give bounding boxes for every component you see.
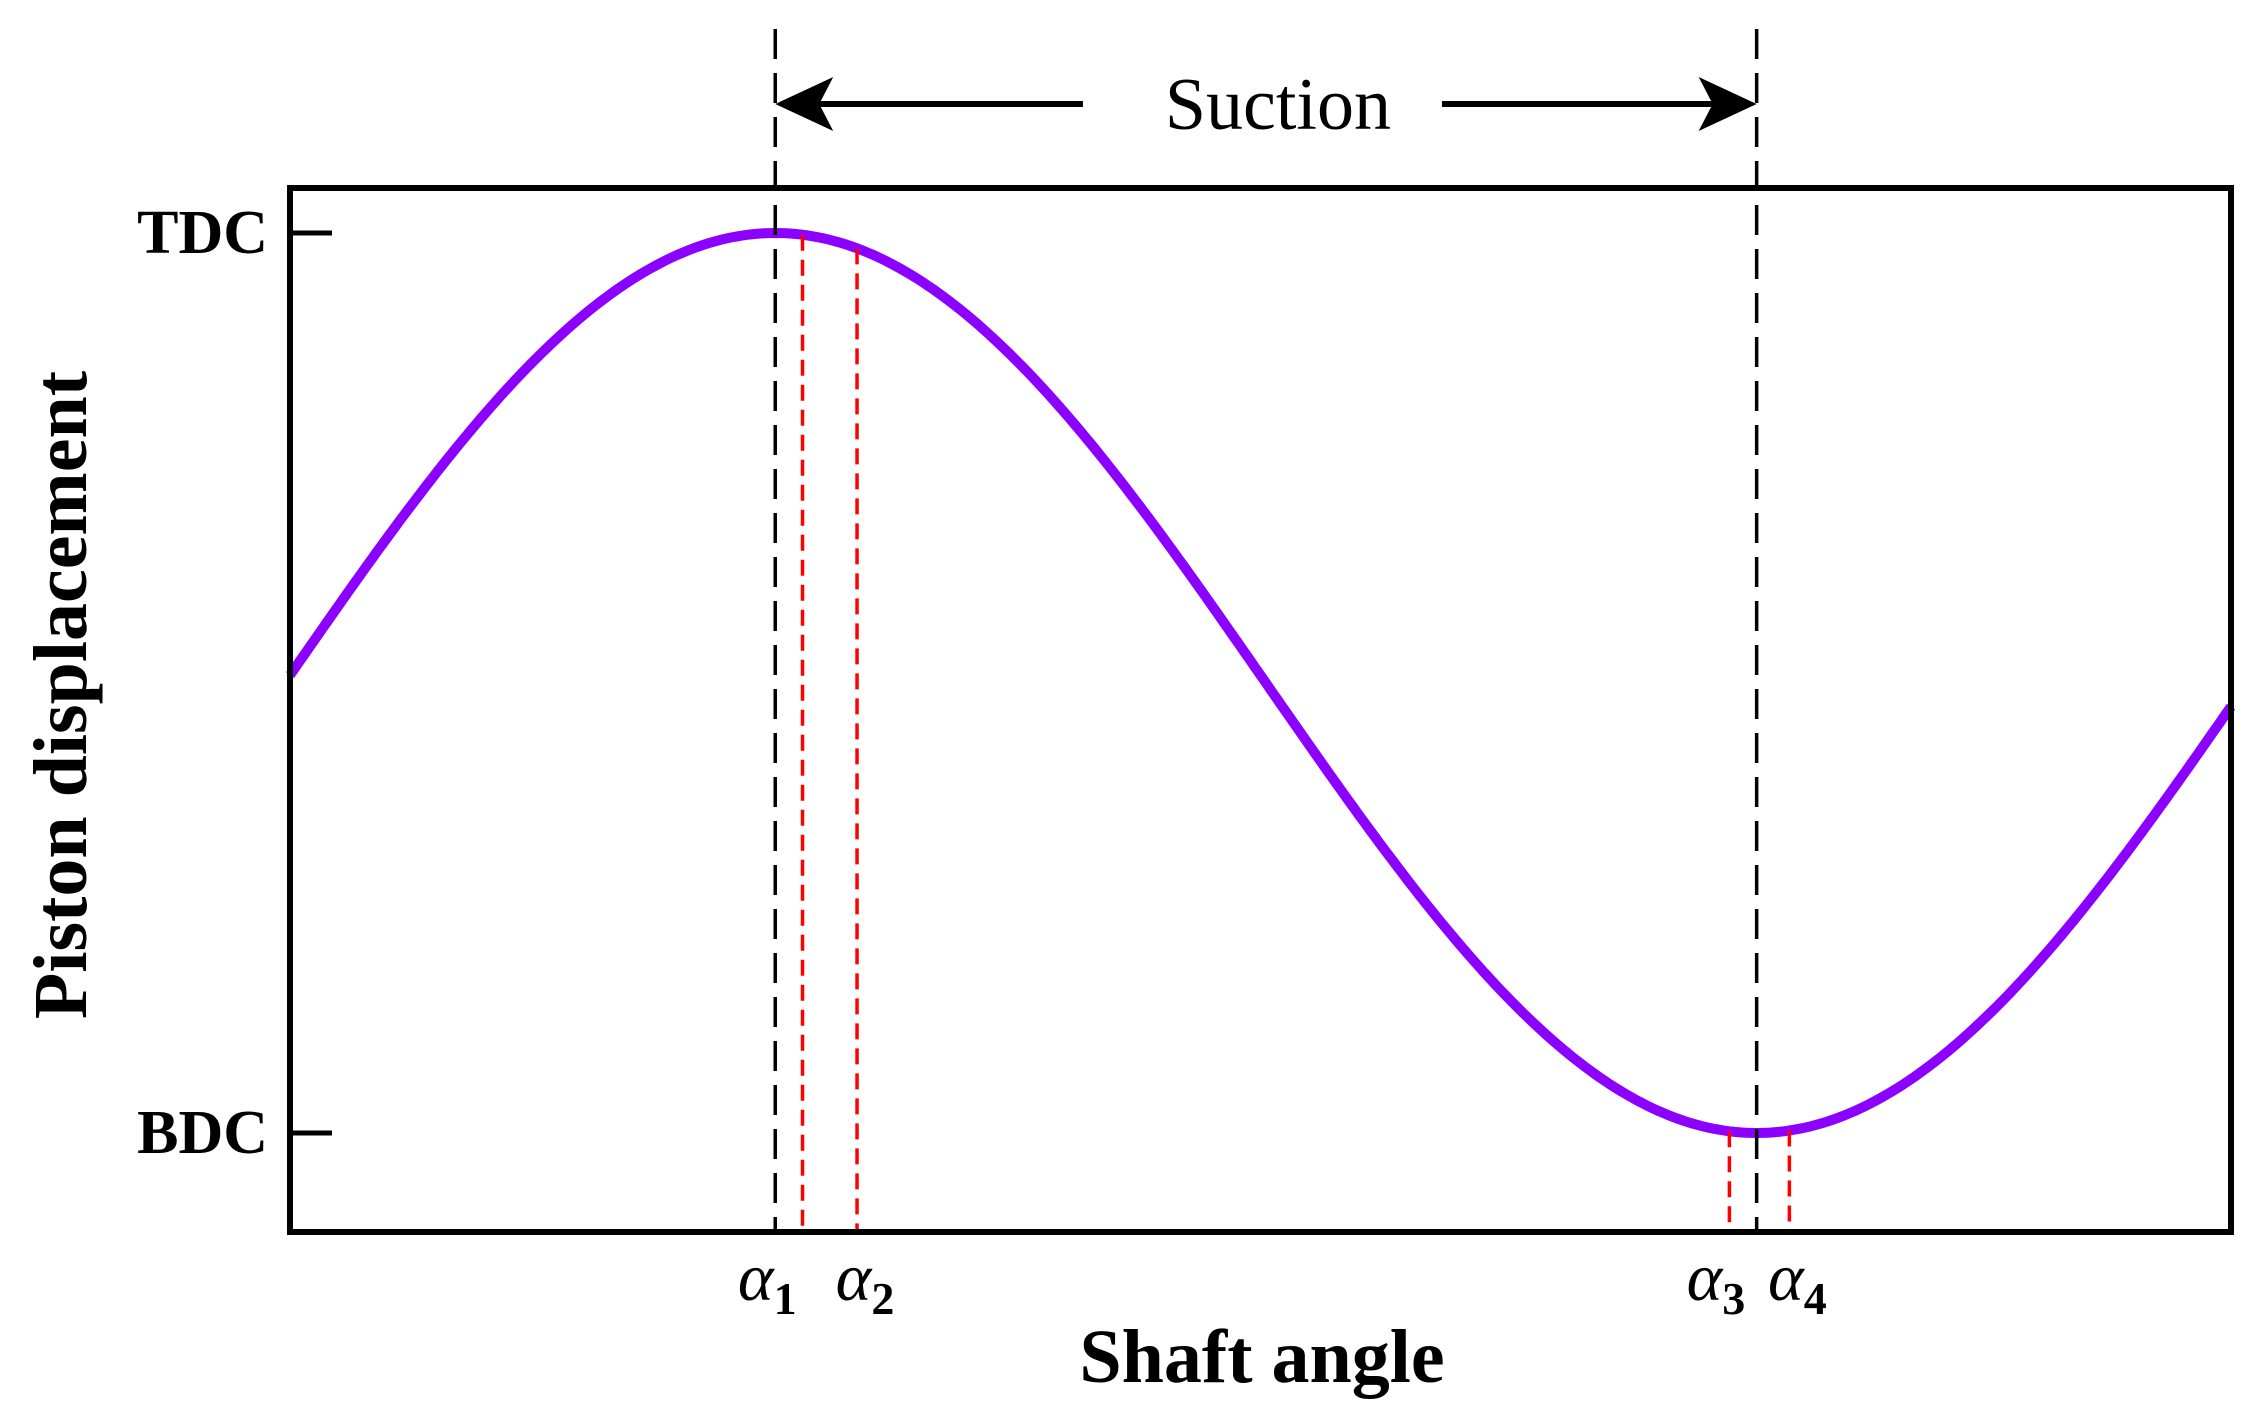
suction-label: Suction: [1165, 64, 1391, 146]
x-axis-label: Shaft angle: [1079, 1315, 1444, 1399]
arrowhead-right-icon: [1698, 77, 1757, 131]
arrowhead-left-icon: [775, 77, 834, 131]
y-axis-label: Piston displacement: [19, 371, 103, 1019]
x-marker-label: α2: [836, 1239, 895, 1324]
x-marker-label: α4: [1768, 1239, 1827, 1324]
y-tick-label: TDC: [137, 199, 268, 267]
x-marker-label: α3: [1687, 1239, 1746, 1324]
y-tick-label: BDC: [137, 1099, 268, 1167]
plot-frame: [287, 185, 2234, 1235]
displacement-curve: [285, 227, 2236, 1139]
x-marker-label: α1: [738, 1239, 797, 1324]
